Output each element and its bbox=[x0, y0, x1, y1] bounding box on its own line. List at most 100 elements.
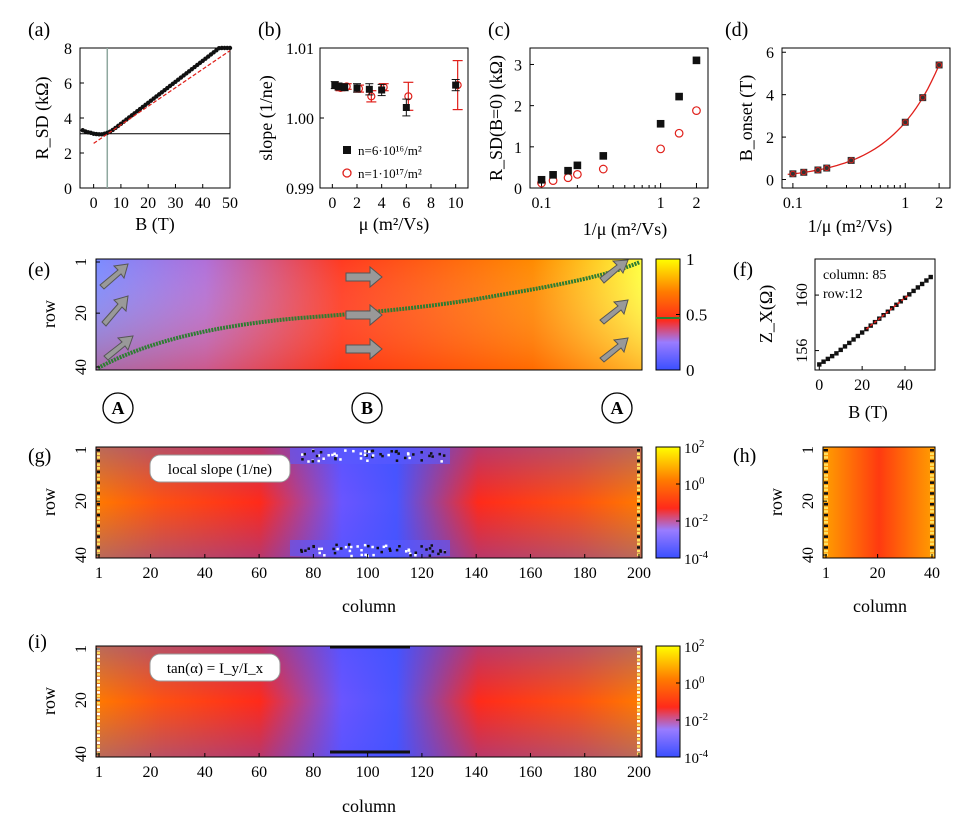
fit-line bbox=[787, 64, 940, 176]
noise-pixel bbox=[637, 467, 640, 470]
x-tick-label: 8 bbox=[427, 195, 435, 212]
axis-ticks: 0 2 4 6 8 10 0.99 1.00 1.01 bbox=[286, 41, 464, 212]
noise-pixel bbox=[824, 492, 828, 495]
noise-pixel bbox=[360, 548, 363, 552]
noise-pixel bbox=[637, 449, 640, 452]
x-tick-label: 140 bbox=[464, 565, 488, 582]
panel-g: local slope (1/ne) 1 20 40 60 80 100 120 140 160… bbox=[39, 438, 709, 616]
noise-pixel bbox=[930, 449, 934, 452]
x-tick-label: 20 bbox=[143, 565, 159, 582]
noise-pixel bbox=[315, 454, 319, 458]
data-point-black bbox=[378, 86, 386, 94]
noise-pixel bbox=[637, 485, 640, 488]
noise-pixel bbox=[824, 495, 828, 499]
data-point-black bbox=[452, 81, 460, 89]
data-point-red bbox=[572, 170, 582, 179]
noise-pixel bbox=[637, 691, 640, 694]
data-point bbox=[894, 302, 899, 307]
noise-pixel bbox=[824, 463, 828, 466]
noise-pixel bbox=[317, 459, 320, 463]
colorbar bbox=[655, 446, 681, 559]
noise-pixel bbox=[344, 449, 347, 452]
noise-pixel bbox=[930, 456, 934, 459]
colorbar-tick-label: 10-2 bbox=[684, 512, 708, 531]
noise-pixel bbox=[97, 741, 100, 745]
noise-pixel bbox=[637, 666, 640, 669]
noise-pixel bbox=[429, 452, 433, 455]
x-tick-label: 60 bbox=[251, 565, 267, 582]
noise-pixel bbox=[371, 545, 374, 549]
data-point bbox=[889, 306, 895, 311]
x-axis-label: 1/μ (m²/Vs) bbox=[808, 216, 893, 237]
noise-pixel bbox=[332, 547, 335, 551]
data-point-black bbox=[675, 92, 683, 101]
data-point bbox=[924, 278, 929, 283]
noise-pixel bbox=[438, 452, 442, 456]
x-tick-label: 60 bbox=[251, 764, 267, 781]
noise-pixel bbox=[97, 676, 100, 680]
noise-pixel bbox=[930, 542, 934, 546]
y-tick-label: 20 bbox=[73, 692, 90, 708]
y-tick-label: 2 bbox=[766, 130, 774, 147]
y-tick-label: 1 bbox=[514, 140, 522, 157]
noise-pixel bbox=[637, 738, 640, 741]
noise-pixel bbox=[331, 453, 334, 457]
noise-pixel bbox=[824, 513, 828, 517]
noise-pixel bbox=[637, 702, 640, 705]
noise-pixel bbox=[364, 553, 367, 557]
noise-pixel bbox=[930, 499, 934, 502]
arrow-icon bbox=[345, 303, 383, 327]
noise-pixel bbox=[380, 550, 383, 554]
x-tick-label: 2 bbox=[353, 195, 361, 212]
noise-pixel bbox=[97, 702, 100, 705]
noise-pixel bbox=[824, 531, 828, 535]
noise-pixel bbox=[97, 669, 100, 673]
data-point-overlay bbox=[814, 166, 821, 173]
data-point bbox=[829, 353, 835, 359]
noise-pixel bbox=[395, 459, 399, 462]
noise-pixel bbox=[637, 705, 640, 709]
noise-pixel bbox=[97, 748, 100, 752]
noise-pixel bbox=[97, 658, 100, 662]
noise-pixel bbox=[365, 450, 368, 453]
noise-pixel bbox=[388, 547, 391, 551]
noise-pixel bbox=[340, 547, 343, 550]
noise-pixel bbox=[637, 720, 640, 723]
noise-pixel bbox=[97, 503, 100, 506]
noise-pixel bbox=[637, 658, 640, 662]
legend: n=6·10¹⁶/m² n=1·10¹⁷/m² bbox=[342, 143, 422, 181]
noise-pixel bbox=[637, 709, 640, 712]
noise-pixel bbox=[97, 535, 100, 538]
noise-pixel bbox=[637, 655, 640, 658]
noise-pixel bbox=[97, 485, 100, 488]
label-box bbox=[149, 653, 281, 682]
y-axis-label: row bbox=[39, 687, 59, 715]
x-tick-label: 180 bbox=[573, 764, 597, 781]
fit-line bbox=[93, 50, 231, 144]
noise-pixel bbox=[97, 459, 100, 463]
data-point bbox=[800, 168, 808, 176]
arrow-icon bbox=[599, 259, 629, 284]
legend-label-2: n=1·10¹⁷/m² bbox=[358, 166, 422, 181]
noise-pixel bbox=[97, 488, 100, 492]
noise-pixel bbox=[97, 513, 100, 517]
plot-frame bbox=[79, 47, 231, 189]
noise-pixel bbox=[637, 510, 640, 513]
noise-pixel bbox=[420, 451, 423, 454]
noise-pixel bbox=[824, 524, 828, 528]
noise-pixel bbox=[824, 506, 828, 510]
noise-pixel bbox=[824, 477, 828, 481]
noise-pixel bbox=[97, 506, 100, 510]
noise-pixel bbox=[390, 450, 393, 453]
data-point-black bbox=[564, 166, 572, 175]
noise-pixel bbox=[930, 517, 934, 520]
current-arrows bbox=[99, 259, 629, 363]
noise-pixel bbox=[368, 450, 371, 454]
noise-pixel bbox=[414, 551, 418, 554]
noise-pixel bbox=[97, 477, 100, 481]
fit-line bbox=[865, 293, 910, 330]
noise-pixel bbox=[389, 549, 392, 552]
x-axis-label: B (T) bbox=[135, 214, 175, 235]
